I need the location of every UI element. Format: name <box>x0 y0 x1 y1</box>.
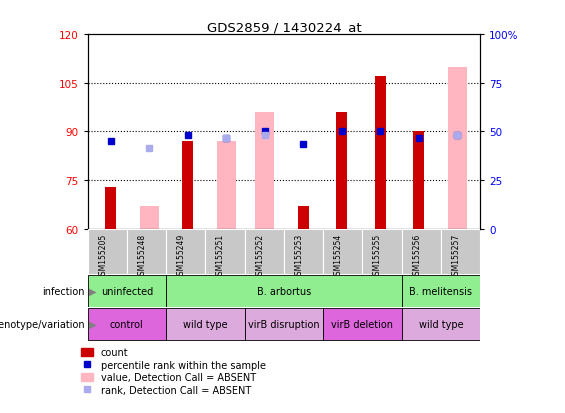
Text: wild type: wild type <box>183 319 228 329</box>
Bar <box>298 206 308 229</box>
Bar <box>375 77 385 229</box>
Text: ▶: ▶ <box>89 319 97 329</box>
Bar <box>88 229 127 275</box>
Text: infection: infection <box>42 286 85 296</box>
Text: GSM155252: GSM155252 <box>255 233 264 279</box>
Title: GDS2859 / 1430224_at: GDS2859 / 1430224_at <box>207 21 361 34</box>
Bar <box>402 309 480 340</box>
Legend: count, percentile rank within the sample, value, Detection Call = ABSENT, rank, : count, percentile rank within the sample… <box>81 348 266 395</box>
Bar <box>441 229 480 275</box>
Text: genotype/variation: genotype/variation <box>0 319 85 329</box>
Text: GSM155205: GSM155205 <box>98 233 107 279</box>
Bar <box>88 309 166 340</box>
Text: GSM155254: GSM155254 <box>334 233 343 279</box>
Bar <box>323 229 363 275</box>
Bar <box>447 67 467 229</box>
Bar <box>88 275 166 307</box>
Bar <box>402 275 480 307</box>
Bar <box>182 142 193 229</box>
Text: uninfected: uninfected <box>101 286 153 296</box>
Text: GSM155248: GSM155248 <box>137 233 146 279</box>
Bar <box>284 229 323 275</box>
Text: GSM155251: GSM155251 <box>216 233 225 279</box>
Text: GSM155253: GSM155253 <box>294 233 303 279</box>
Text: GSM155255: GSM155255 <box>373 233 382 279</box>
Text: wild type: wild type <box>419 319 463 329</box>
Bar <box>166 229 206 275</box>
Text: GSM155257: GSM155257 <box>451 233 460 279</box>
Bar <box>105 187 116 229</box>
Bar <box>323 309 402 340</box>
Bar <box>402 229 441 275</box>
Bar <box>245 229 284 275</box>
Text: GSM155256: GSM155256 <box>412 233 421 279</box>
Bar <box>245 309 323 340</box>
Bar <box>166 309 245 340</box>
Text: B. melitensis: B. melitensis <box>410 286 472 296</box>
Bar <box>255 113 274 229</box>
Bar <box>127 229 166 275</box>
Text: control: control <box>110 319 144 329</box>
Bar <box>166 275 402 307</box>
Bar <box>363 229 402 275</box>
Bar <box>216 142 236 229</box>
Bar <box>413 132 424 229</box>
Text: ▶: ▶ <box>89 286 97 296</box>
Bar <box>206 229 245 275</box>
Text: GSM155249: GSM155249 <box>177 233 186 279</box>
Text: virB deletion: virB deletion <box>332 319 393 329</box>
Bar <box>140 206 159 229</box>
Bar <box>336 113 347 229</box>
Text: B. arbortus: B. arbortus <box>257 286 311 296</box>
Text: virB disruption: virB disruption <box>248 319 320 329</box>
